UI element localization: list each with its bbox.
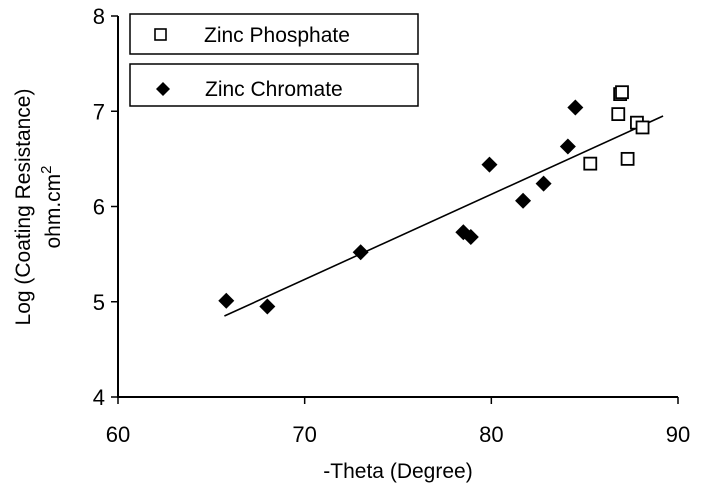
legend: Zinc Phosphate Zinc Chromate (129, 13, 419, 107)
zinc-chromate-point (567, 99, 584, 116)
zinc-phosphate-point (615, 85, 629, 100)
legend-marker-phosphate (154, 28, 167, 41)
x-tick-label: 60 (106, 422, 130, 447)
legend-box-phosphate (129, 13, 419, 55)
zinc-phosphate-point (611, 107, 626, 122)
y-axis-unit: ohm.cm (42, 174, 65, 249)
y-axis-title-line1: Log (Coating Resistance) (12, 89, 35, 326)
y-tick-label: 8 (93, 4, 105, 29)
zinc-chromate-point (481, 156, 498, 173)
y-ticks: 4 5 6 7 8 (93, 4, 118, 410)
zinc-chromate-point (462, 228, 479, 245)
zinc-chromate-point (515, 192, 532, 209)
zinc-phosphate-point (620, 151, 635, 166)
legend-label-phosphate: Zinc Phosphate (204, 24, 350, 47)
x-tick-label: 80 (479, 422, 503, 447)
y-axis-title: Log (Coating Resistance) ohm.cm2 (12, 89, 65, 326)
x-ticks: 60 70 80 90 (106, 397, 690, 447)
y-axis-unit-superscript: 2 (38, 165, 55, 173)
zinc-chromate-point (535, 175, 552, 192)
legend-label-chromate: Zinc Chromate (205, 78, 343, 101)
zinc-chromate-point (218, 292, 235, 309)
y-tick-label: 7 (93, 99, 105, 124)
legend-marker-chromate (156, 82, 170, 96)
data-points (218, 85, 650, 315)
y-tick-label: 6 (93, 195, 105, 220)
zinc-chromate-point (259, 298, 276, 315)
y-tick-label: 4 (93, 385, 105, 410)
zinc-phosphate-point (583, 156, 598, 171)
trendline-group (224, 115, 664, 317)
zinc-chromate-point (559, 138, 576, 155)
y-axis-title-line2: ohm.cm2 (38, 165, 65, 248)
zinc-chromate-point (352, 244, 369, 261)
y-tick-label: 5 (93, 290, 105, 315)
legend-box-chromate (129, 63, 419, 107)
x-axis-title: -Theta (Degree) (323, 460, 472, 483)
x-tick-label: 90 (666, 422, 690, 447)
x-tick-label: 70 (292, 422, 316, 447)
trendline (224, 115, 664, 317)
zinc-phosphate-point (635, 120, 650, 135)
